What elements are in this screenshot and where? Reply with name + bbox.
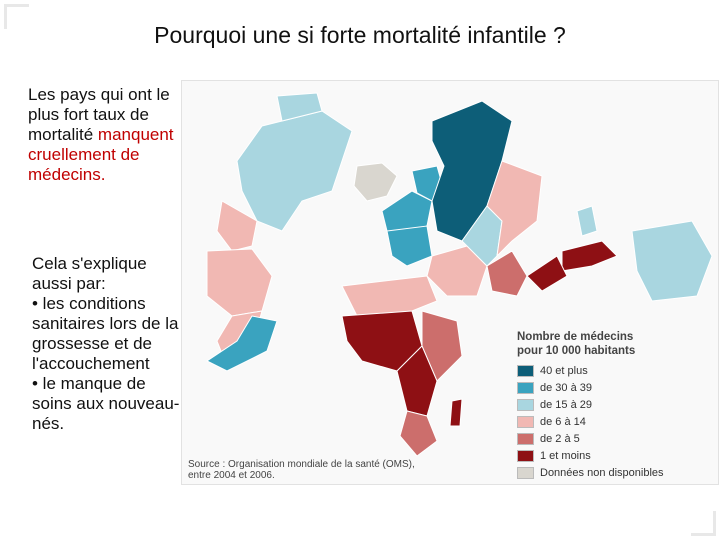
world-map-graphic — [206, 92, 713, 457]
explanation-intro: Cela s'explique aussi par: — [32, 254, 147, 293]
legend-item: 40 et plus — [517, 362, 707, 379]
legend-item: de 15 à 29 — [517, 396, 707, 413]
legend-label: de 30 à 39 — [540, 381, 592, 394]
legend-item: Données non disponibles — [517, 464, 707, 481]
region-southeast-asia — [526, 255, 568, 292]
region-north-africa — [341, 275, 438, 317]
legend-label: Données non disponibles — [540, 466, 664, 479]
intro-line: Les pays qui ont le plus fort taux de mo… — [28, 85, 170, 144]
legend-rows: 40 et plus de 30 à 39 de 15 à 29 de 6 à 14 d… — [517, 362, 707, 481]
legend-item: 1 et moins — [517, 447, 707, 464]
legend-swatch — [517, 449, 534, 462]
slide-title: Pourquoi une si forte mortalité infantil… — [154, 22, 566, 48]
source-line-1: Source : Organisation mondiale de la san… — [188, 459, 415, 470]
region-central-africa — [396, 345, 438, 417]
region-southern-africa — [399, 410, 438, 457]
region-europe-west — [386, 225, 433, 267]
region-japan — [576, 205, 598, 237]
legend-swatch — [517, 364, 534, 377]
legend-item: de 30 à 39 — [517, 379, 707, 396]
region-north-america — [236, 110, 353, 232]
frame-corner-bottom-right — [691, 511, 716, 536]
legend-label: de 6 à 14 — [540, 415, 586, 428]
legend-swatch — [517, 432, 534, 445]
legend-item: de 6 à 14 — [517, 413, 707, 430]
intro-highlight: manquent cruellement de médecins. — [28, 125, 174, 184]
region-australia — [631, 220, 713, 302]
map-source: Source : Organisation mondiale de la san… — [188, 459, 448, 481]
legend-title: Nombre de médecins pour 10 000 habitants — [517, 330, 707, 358]
legend-label: 1 et moins — [540, 449, 591, 462]
explanation-bullet-1: • les conditions sanitaires lors de la g… — [32, 294, 179, 373]
explanation-bullet-2: • le manque de soins aux nouveau-nés. — [32, 374, 180, 433]
region-south-asia — [486, 250, 528, 297]
legend-swatch — [517, 381, 534, 394]
legend-label: de 15 à 29 — [540, 398, 592, 411]
map-legend: Nombre de médecins pour 10 000 habitants… — [517, 330, 707, 481]
legend-swatch — [517, 466, 534, 479]
region-indonesia — [561, 240, 618, 272]
legend-title-line-1: Nombre de médecins — [517, 331, 634, 343]
region-china — [486, 160, 543, 258]
legend-swatch — [517, 415, 534, 428]
legend-title-line-2: pour 10 000 habitants — [517, 345, 636, 357]
legend-swatch — [517, 398, 534, 411]
region-south-america-north — [206, 248, 273, 317]
legend-item: de 2 à 5 — [517, 430, 707, 447]
region-alaska — [276, 92, 323, 122]
region-central-america — [216, 200, 258, 252]
region-greenland — [353, 162, 398, 202]
explanation-text: Cela s'explique aussi par: • les conditi… — [32, 254, 182, 434]
world-map: Nombre de médecins pour 10 000 habitants… — [181, 80, 719, 485]
region-east-africa — [421, 310, 463, 382]
intro-text: Les pays qui ont le plus fort taux de mo… — [28, 85, 178, 185]
legend-label: de 2 à 5 — [540, 432, 580, 445]
frame-corner-top-left — [4, 4, 29, 29]
source-line-2: entre 2004 et 2006. — [188, 470, 275, 481]
legend-label: 40 et plus — [540, 364, 588, 377]
region-madagascar — [449, 398, 463, 427]
region-argentina — [206, 315, 278, 372]
